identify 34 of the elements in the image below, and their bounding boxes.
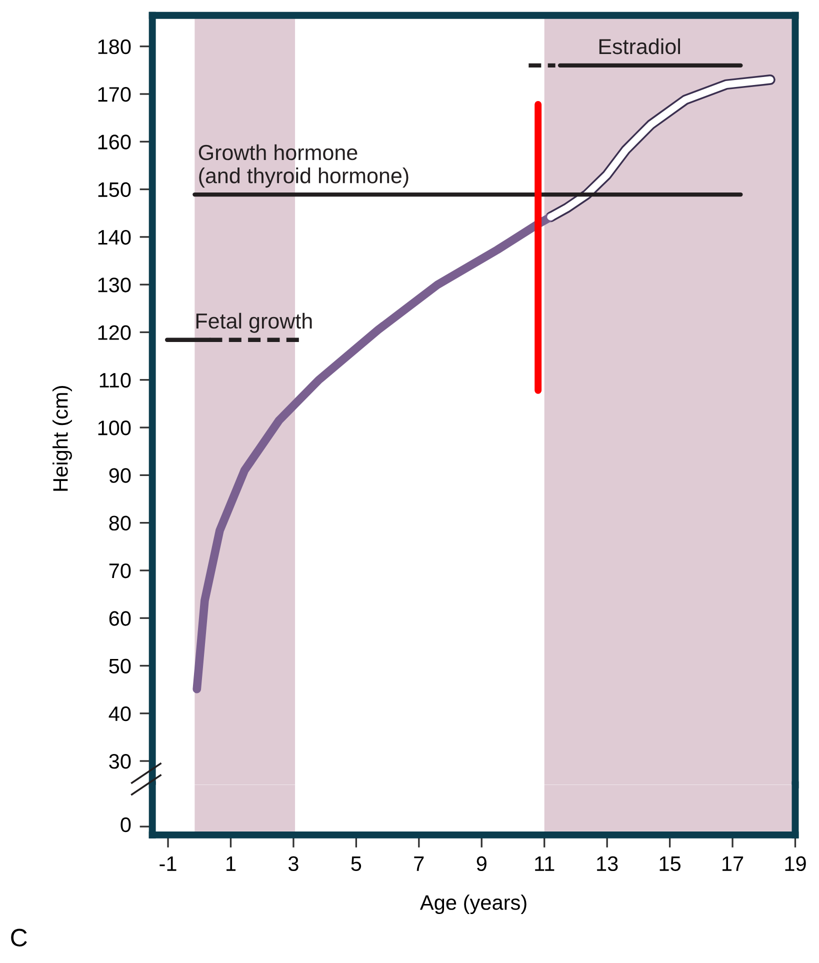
- y-tick-label: 130: [98, 278, 131, 292]
- y-tick-label: 70: [109, 563, 131, 578]
- y-tick-label: 100: [98, 420, 131, 436]
- annotation: Estradiol: [599, 38, 680, 54]
- y-axis-title: Height (cm): [52, 386, 72, 491]
- x-tick-label: 15: [660, 856, 681, 872]
- x-tick-label: 19: [785, 856, 806, 872]
- x-tick-label: 9: [476, 856, 486, 872]
- x-tick-label: 1: [226, 856, 236, 871]
- x-tick-label: 3: [288, 856, 298, 872]
- y-tick-label: 40: [108, 706, 131, 722]
- text: 0: [120, 817, 131, 832]
- text: C: [11, 928, 27, 947]
- y-tick-label: 50: [109, 658, 131, 674]
- x-tick-label: 13: [597, 856, 618, 872]
- x-tick-label: 17: [722, 856, 744, 871]
- annotation: Fetal growth: [196, 312, 312, 333]
- y-tick-label: 80: [109, 516, 131, 531]
- y-tick-label: 170: [98, 87, 131, 102]
- x-tick-label: 7: [414, 856, 424, 871]
- y-tick-label: 150: [98, 182, 131, 198]
- y-tick-label: 60: [109, 611, 131, 626]
- x-axis-title: Age (years): [420, 894, 526, 914]
- y-tick-label: 120: [98, 325, 131, 340]
- x-tick-label: 11: [535, 856, 554, 871]
- x-tick-label: 5: [351, 856, 362, 872]
- y-tick-label: 160: [98, 134, 131, 150]
- y-tick-label: 180: [98, 39, 131, 54]
- x-tick-label: -1: [160, 856, 176, 871]
- y-tick-label: 30: [109, 754, 131, 769]
- y-tick-label: 110: [100, 372, 131, 388]
- annotation: Growth hormone (and thyroid hormone): [198, 144, 408, 188]
- y-tick-label: 140: [98, 230, 131, 245]
- y-tick-label: 90: [109, 468, 131, 483]
